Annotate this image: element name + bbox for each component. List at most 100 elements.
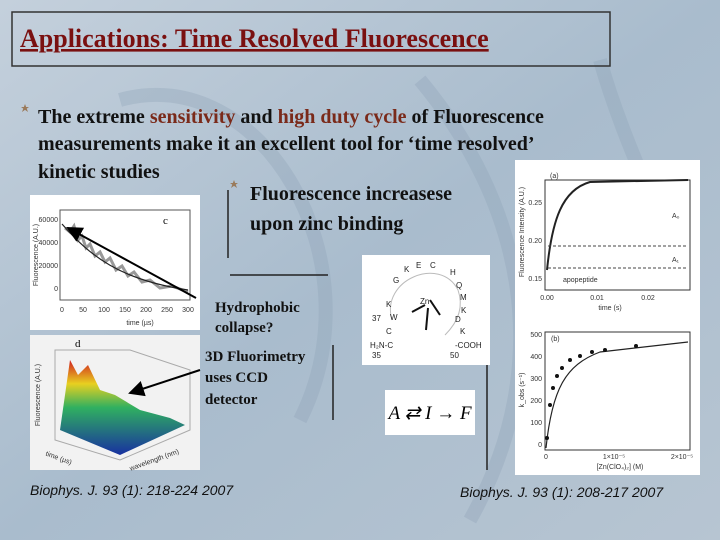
sub-bullet-icon xyxy=(230,180,238,188)
tick-label: 0.01 xyxy=(590,295,604,302)
tick-label: 200 xyxy=(140,307,152,314)
bullet-line: kinetic studies xyxy=(38,161,160,183)
axis-label: Fluorescence Intensity (A.U.) xyxy=(519,187,526,277)
kinetic-trace xyxy=(546,179,689,271)
tick-label: 0.25 xyxy=(528,200,542,207)
residue: M xyxy=(460,293,467,302)
highlight: sensitivity xyxy=(150,106,236,128)
residue: K xyxy=(460,327,466,336)
annotation: collapse? xyxy=(215,320,273,336)
residue: K xyxy=(404,265,410,274)
highlight: high duty cycle xyxy=(278,106,407,128)
bullet-icon xyxy=(21,104,29,112)
title-frame xyxy=(11,11,611,67)
zinc-bonds xyxy=(411,299,441,331)
text: The extreme xyxy=(38,106,150,128)
tick-label: 2×10⁻⁵ xyxy=(671,454,693,461)
tick-label: 200 xyxy=(530,398,542,405)
point xyxy=(551,386,555,390)
axis-label: [Zn(ClO₄)₂] (M) xyxy=(597,464,644,471)
plot-frame xyxy=(544,179,691,291)
residue: 37 xyxy=(372,314,381,323)
tick-label: 0.00 xyxy=(540,295,554,302)
annotation: uses CCD xyxy=(205,370,268,386)
residue: C xyxy=(386,327,392,336)
plot-frame xyxy=(544,331,691,451)
figure-scheme xyxy=(385,390,475,435)
title: Applications: Time Resolved Fluorescence xyxy=(20,24,489,53)
tick-label: 300 xyxy=(530,376,542,383)
figure-decay xyxy=(30,195,200,330)
axis-label: Fluorescence (A.U.) xyxy=(33,224,40,286)
residue: K xyxy=(461,306,467,315)
text: and xyxy=(235,106,277,128)
arrow xyxy=(66,227,197,299)
panel-label: (b) xyxy=(551,336,560,343)
panel-label: (a) xyxy=(550,173,559,180)
residue: 50 xyxy=(450,351,459,360)
surface xyxy=(60,360,185,455)
tick-label: 60000 xyxy=(39,217,59,224)
sub-bullet-line: Fluorescence increasese xyxy=(250,183,452,205)
panel-label: d xyxy=(75,338,81,350)
tick-label: 150 xyxy=(119,307,131,314)
surface-box xyxy=(54,349,191,461)
residue: E xyxy=(416,261,421,270)
annotation: detector xyxy=(205,392,258,408)
annotation: apopeptide xyxy=(563,277,598,284)
tick-label: 100 xyxy=(98,307,110,314)
figure-kinetics xyxy=(515,160,700,475)
annotation: A₁ xyxy=(672,257,680,264)
plot-frame xyxy=(59,209,191,301)
point xyxy=(634,344,638,348)
tick-label: 300 xyxy=(182,307,194,314)
tick-label: 0 xyxy=(54,286,58,293)
residue: H₂N-C xyxy=(370,341,393,350)
tick-label: 40000 xyxy=(39,240,59,247)
data-points xyxy=(545,344,638,440)
bullet-line: measurements make it an excellent tool f… xyxy=(38,133,535,155)
citation: Biophys. J. 93 (1): 208-217 2007 xyxy=(460,484,664,500)
tick-label: 400 xyxy=(530,354,542,361)
tick-label: 500 xyxy=(530,332,542,339)
residue: -COOH xyxy=(455,341,482,350)
text: of Fluorescence xyxy=(407,106,544,128)
point xyxy=(603,348,607,352)
residue: 35 xyxy=(372,351,381,360)
tick-label: 0.20 xyxy=(528,238,542,245)
tick-label: 100 xyxy=(530,420,542,427)
point xyxy=(590,350,594,354)
residue: W xyxy=(390,313,398,322)
axis-label: time (µs) xyxy=(126,320,153,327)
peptide-loop xyxy=(389,272,461,336)
residue: G xyxy=(393,276,399,285)
point xyxy=(545,436,549,440)
residue: H xyxy=(450,268,456,277)
point xyxy=(568,358,572,362)
tick-label: 0 xyxy=(544,454,548,461)
tick-label: 0 xyxy=(538,442,542,449)
residue: Q xyxy=(456,281,462,290)
residue: Zn xyxy=(420,297,429,306)
citation: Biophys. J. 93 (1): 218-224 2007 xyxy=(30,482,234,498)
point xyxy=(578,354,582,358)
tick-label: 1×10⁻⁵ xyxy=(603,454,625,461)
tick-label: 0 xyxy=(60,307,64,314)
tick-label: 50 xyxy=(79,307,87,314)
arrow xyxy=(128,369,201,397)
residues: K E C H G Q M K Zn K 37 W C D K H₂N-C -C… xyxy=(370,261,482,360)
residue: D xyxy=(455,315,461,324)
sub-bullet-line: upon zinc binding xyxy=(250,213,403,235)
residue: K xyxy=(386,300,392,309)
annotation: 3D Fluorimetry xyxy=(205,349,306,365)
reaction-scheme: A ⇄ I → F xyxy=(386,403,472,424)
axis-label: time (s) xyxy=(598,305,621,312)
annotation: A₀ xyxy=(672,213,680,220)
axis-label: Fluorescence (A.U.) xyxy=(35,364,42,426)
residue: C xyxy=(430,261,436,270)
point xyxy=(548,403,552,407)
tick-label: 0.02 xyxy=(641,295,655,302)
axis-label: k_obs (s⁻¹) xyxy=(519,373,526,408)
